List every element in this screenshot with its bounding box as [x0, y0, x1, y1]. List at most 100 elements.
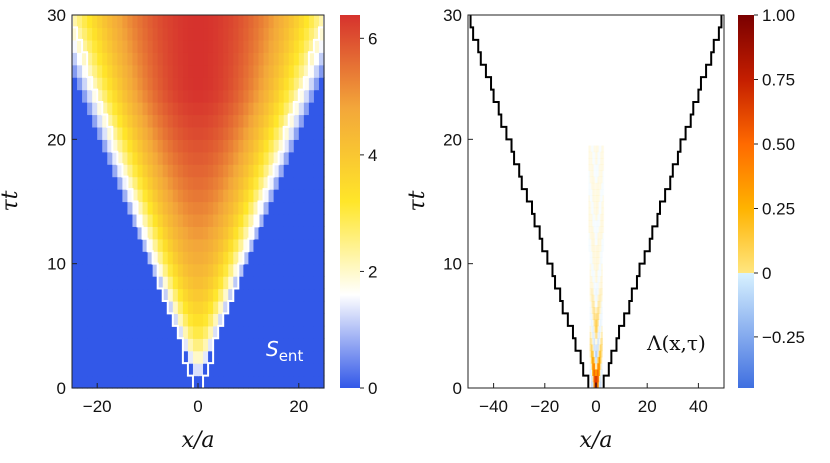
right-heatmap-cell [592, 313, 594, 321]
left-heatmap-cell [298, 27, 305, 41]
left-heatmap-cell [203, 27, 209, 41]
right-heatmap-cell [594, 245, 597, 252]
left-heatmap-cell [167, 151, 174, 165]
right-heatmap-cell [601, 338, 603, 345]
left-heatmap-cell [82, 350, 88, 364]
left-heatmap-cell [127, 251, 134, 265]
left-heatmap-cell [122, 201, 129, 215]
left-heatmap-cell [122, 126, 129, 140]
right-x-ticks: −40 −20 0 20 40 [479, 383, 708, 416]
left-heatmap-cell [238, 151, 244, 165]
left-heatmap-cell [137, 276, 144, 290]
left-heatmap-cell [152, 176, 159, 190]
left-heatmap-cell [92, 251, 98, 265]
left-heatmap-cell [218, 201, 224, 215]
left-heatmap-cell [147, 238, 154, 252]
left-heatmap-cell [187, 77, 194, 91]
left-heatmap-cell [172, 288, 179, 302]
right-heatmap-cell [601, 269, 603, 277]
left-heatmap-cell [97, 139, 103, 153]
right-heatmap-cell [599, 356, 602, 364]
left-heatmap-cell [213, 15, 219, 29]
right-heatmap-cell [589, 164, 592, 171]
left-heatmap-cell [208, 238, 214, 252]
left-heatmap-cell [303, 139, 310, 153]
left-heatmap-cell [263, 263, 270, 277]
left-heatmap-cell [253, 201, 260, 215]
left-heatmap-cell [182, 27, 189, 41]
left-heatmap-cell [132, 363, 139, 377]
left-heatmap-cell [223, 226, 229, 240]
left-heatmap-cell [228, 139, 234, 153]
left-heatmap-cell [112, 189, 118, 203]
right-heatmap-cell [601, 263, 603, 271]
right-heatmap-cell [598, 151, 601, 159]
left-heatmap-cell [72, 77, 78, 91]
left-heatmap-cell [177, 15, 184, 29]
right-heatmap-cell [599, 189, 602, 196]
right-heatmap-cell [588, 195, 590, 202]
right-heatmap-cell [597, 350, 599, 358]
left-heatmap-cell [152, 363, 159, 377]
left-heatmap-cell [72, 64, 78, 78]
right-heatmap-cell [593, 350, 596, 358]
right-heatmap-cell [598, 170, 601, 178]
left-heatmap-cell [172, 176, 179, 190]
left-heatmap-cell [167, 39, 174, 53]
left-heatmap-cell [167, 251, 174, 265]
left-heatmap-cell [223, 52, 229, 66]
right-heatmap-cell [598, 282, 601, 289]
left-heatmap-cell [182, 139, 189, 153]
right-heatmap-cell [596, 251, 598, 258]
right-heatmap-cell [593, 201, 596, 209]
left-heatmap-cell [102, 201, 108, 215]
left-x-axis-label: x/a [182, 428, 215, 453]
x-tick-label: 20 [638, 397, 657, 416]
left-heatmap-cell [243, 238, 249, 252]
left-heatmap-cell [102, 114, 108, 128]
left-heatmap-cell [157, 139, 164, 153]
right-heatmap-cell [593, 381, 596, 389]
left-heatmap-cell [198, 201, 204, 215]
left-heatmap-cell [97, 189, 103, 203]
left-heatmap-cell [132, 288, 139, 302]
right-heatmap-cell [594, 189, 597, 196]
right-heatmap-cell [598, 195, 601, 202]
left-heatmap-cell [132, 263, 139, 277]
left-heatmap-cell [253, 276, 260, 290]
left-heatmap-cell [167, 313, 174, 327]
left-lightcone-line [71, 15, 325, 388]
right-heatmap-cell [594, 220, 597, 227]
left-heatmap-cell [187, 300, 194, 314]
left-heatmap-cell [283, 375, 290, 389]
right-heatmap-cell [594, 332, 597, 339]
left-heatmap-cell [313, 325, 320, 339]
left-heatmap-cell [228, 189, 234, 203]
left-heatmap-cell [273, 375, 280, 389]
left-heatmap-cell [137, 363, 144, 377]
left-heatmap-cell [187, 263, 194, 277]
left-heatmap-cell [208, 27, 214, 41]
right-heatmap-cell [594, 151, 597, 159]
left-heatmap-cell [288, 102, 295, 116]
right-heatmap-cell [593, 375, 596, 383]
left-heatmap-cell [293, 189, 300, 203]
right-heatmap-cell [589, 238, 592, 246]
left-heatmap-cell [268, 126, 275, 140]
left-heatmap-cell [228, 176, 234, 190]
left-heatmap-cell [92, 27, 98, 41]
left-heatmap-cell [72, 251, 78, 265]
left-heatmap-cell [283, 363, 290, 377]
colorbar-tick-label: 0.50 [762, 135, 795, 154]
left-heatmap-cell [177, 27, 184, 41]
left-heatmap-cell [192, 201, 199, 215]
left-heatmap-cell [92, 213, 98, 227]
left-heatmap-cell [132, 276, 139, 290]
left-heatmap-cell [187, 27, 194, 41]
right-heatmap-cell [601, 220, 603, 227]
left-heatmap-cell [233, 139, 239, 153]
left-heatmap-cell [82, 375, 88, 389]
left-heatmap-cell [127, 15, 134, 29]
left-heatmap-cell [243, 213, 249, 227]
